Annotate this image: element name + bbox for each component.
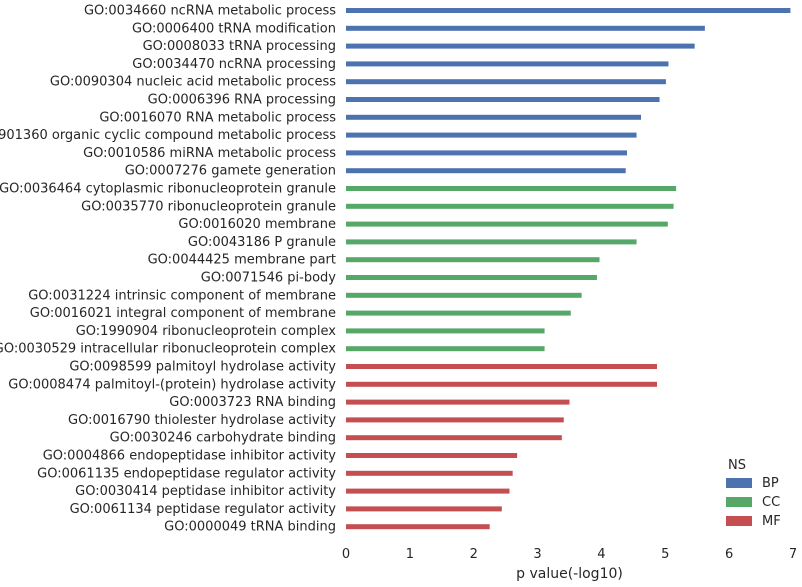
category-label-2: GO:0006400 tRNA modification (132, 21, 336, 36)
category-label-30: GO:0000049 tRNA binding (164, 520, 336, 535)
category-label-20: GO:0030529 intracellular ribonucleoprote… (0, 342, 336, 357)
category-label-14: GO:0043186 P granule (188, 235, 336, 250)
category-label-25: GO:0030246 carbohydrate binding (110, 431, 336, 446)
bar-20 (346, 346, 545, 352)
bar-4 (346, 61, 669, 67)
bar-24 (346, 417, 564, 423)
x-tick-label-3: 3 (533, 547, 541, 562)
category-label-4: GO:0034470 ncRNA processing (132, 57, 336, 72)
bar-19 (346, 328, 545, 334)
legend-label-mf: MF (762, 514, 781, 529)
legend: NS BP CC MF (726, 458, 781, 529)
bar-8 (346, 132, 637, 138)
bar-23 (346, 399, 570, 405)
bar-29 (346, 506, 502, 512)
x-axis-ticks: 0 1 2 3 4 5 6 7 (342, 547, 797, 562)
category-label-18: GO:0016021 integral component of membran… (30, 306, 336, 321)
bar-27 (346, 470, 513, 476)
category-label-7: GO:0016070 RNA metabolic process (99, 110, 336, 125)
category-label-3: GO:0008033 tRNA processing (143, 39, 336, 54)
bars-group (346, 8, 791, 530)
category-label-17: GO:0031224 intrinsic component of membra… (28, 288, 336, 303)
bar-28 (346, 488, 510, 494)
bar-3 (346, 43, 695, 49)
bar-2 (346, 25, 705, 31)
bar-12 (346, 203, 674, 209)
bar-10 (346, 168, 626, 174)
x-axis-label: p value(-log10) (516, 566, 623, 582)
bar-1 (346, 8, 791, 13)
category-label-28: GO:0030414 peptidase inhibitor activity (75, 484, 336, 499)
x-tick-label-5: 5 (661, 547, 669, 562)
category-label-24: GO:0016790 thiolester hydrolase activity (68, 413, 336, 428)
bar-15 (346, 257, 600, 263)
bar-17 (346, 292, 582, 298)
category-label-8: GO:1901360 organic cyclic compound metab… (0, 128, 336, 143)
bar-30 (346, 524, 490, 530)
legend-label-bp: BP (762, 476, 779, 491)
category-labels: GO:0034660 ncRNA metabolic process GO:000… (0, 4, 336, 535)
category-label-9: GO:0010586 miRNA metabolic process (83, 146, 336, 161)
bar-11 (346, 186, 677, 191)
bar-22 (346, 381, 657, 387)
category-label-27: GO:0061135 endopeptidase regulator activ… (37, 466, 336, 481)
bar-21 (346, 364, 657, 369)
bar-7 (346, 114, 642, 120)
category-label-1: GO:0034660 ncRNA metabolic process (84, 4, 336, 19)
category-label-19: GO:1990904 ribonucleoprotein complex (76, 324, 337, 339)
category-label-10: GO:0007276 gamete generation (125, 164, 336, 179)
category-label-15: GO:0044425 membrane part (148, 253, 336, 268)
bar-26 (346, 453, 518, 458)
category-label-11: GO:0036464 cytoplasmic ribonucleoprotein… (0, 182, 336, 197)
x-tick-label-6: 6 (725, 547, 733, 562)
bar-25 (346, 435, 562, 441)
x-tick-label-0: 0 (342, 547, 350, 562)
x-tick-label-7: 7 (789, 547, 797, 562)
category-label-16: GO:0071546 pi-body (201, 271, 336, 286)
category-label-21: GO:0098599 palmitoyl hydrolase activity (69, 360, 336, 375)
category-label-29: GO:0061134 peptidase regulator activity (70, 502, 337, 517)
category-label-13: GO:0016020 membrane (178, 217, 336, 232)
legend-swatch-mf (726, 516, 752, 526)
x-tick-label-2: 2 (470, 547, 478, 562)
category-label-12: GO:0035770 ribonucleoprotein granule (81, 199, 336, 214)
category-label-5: GO:0090304 nucleic acid metabolic proces… (50, 75, 336, 90)
bar-6 (346, 97, 660, 102)
category-label-23: GO:0003723 RNA binding (169, 395, 336, 410)
category-label-6: GO:0006396 RNA processing (148, 93, 336, 108)
legend-swatch-cc (726, 497, 752, 507)
bar-13 (346, 221, 668, 227)
bar-5 (346, 79, 666, 85)
bar-14 (346, 239, 637, 245)
bar-18 (346, 310, 571, 316)
bar-9 (346, 150, 627, 156)
bar-16 (346, 275, 597, 280)
category-label-22: GO:0008474 palmitoyl-(protein) hydrolase… (8, 377, 336, 392)
legend-title: NS (728, 458, 746, 473)
category-label-26: GO:0004866 endopeptidase inhibitor activ… (43, 449, 337, 464)
x-tick-label-1: 1 (406, 547, 414, 562)
legend-swatch-bp (726, 478, 752, 488)
x-tick-label-4: 4 (597, 547, 605, 562)
legend-label-cc: CC (762, 495, 780, 510)
